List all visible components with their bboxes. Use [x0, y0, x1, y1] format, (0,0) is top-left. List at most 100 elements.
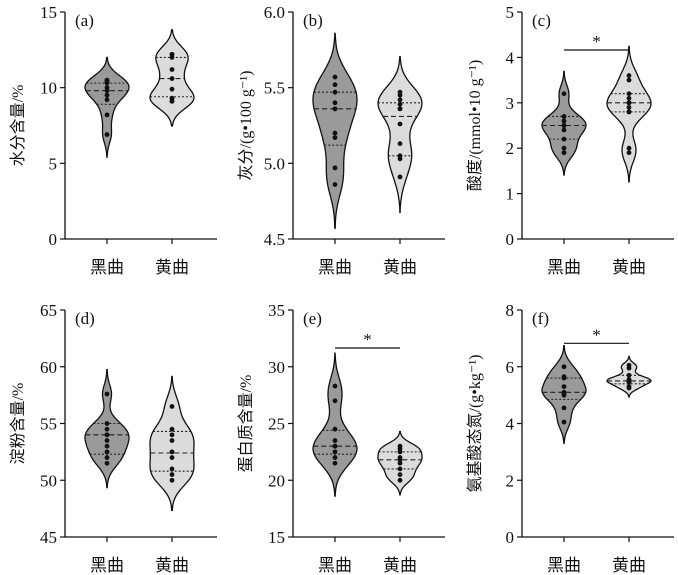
x-tick-label: 黑曲 — [318, 556, 352, 575]
data-point — [104, 92, 110, 98]
data-point — [332, 438, 338, 443]
y-tick-label: 45 — [40, 528, 57, 547]
data-point — [104, 421, 110, 426]
data-point — [332, 82, 338, 88]
y-tick-label: 5.0 — [264, 154, 285, 173]
y-tick-label: 2 — [506, 139, 515, 158]
data-point — [397, 466, 403, 472]
data-point — [397, 121, 403, 127]
y-tick-label: 35 — [268, 301, 285, 320]
data-point — [104, 460, 110, 466]
panel-e: 15 20 25 30 35 黑曲 黄曲 (e) 蛋白质含量/% * — [237, 301, 445, 575]
data-point — [169, 426, 175, 432]
data-point — [561, 375, 567, 381]
x-tick-label: 黄曲 — [383, 556, 417, 575]
x-tick-label: 黄曲 — [155, 258, 189, 277]
y-tick-label: 6.0 — [264, 3, 285, 22]
y-tick-label: 4 — [506, 415, 515, 434]
panel-label: (f) — [532, 309, 549, 328]
data-point — [626, 150, 632, 156]
data-point — [626, 365, 632, 371]
x-tick-label: 黑曲 — [547, 556, 581, 575]
data-point — [561, 150, 567, 156]
y-axis-label: 氨基酸态氮/(g•kg⁻¹) — [466, 355, 484, 493]
data-point — [561, 392, 567, 398]
data-point — [332, 383, 338, 389]
y-tick-label: 4 — [506, 48, 515, 67]
data-point — [169, 98, 175, 104]
violin-1 — [149, 375, 195, 511]
data-point — [397, 141, 403, 147]
data-point — [397, 97, 403, 103]
data-point — [169, 477, 175, 483]
data-point — [397, 92, 403, 98]
data-point — [104, 132, 110, 137]
data-point — [104, 426, 110, 432]
data-point — [626, 73, 632, 78]
panel-label: (d) — [75, 309, 95, 328]
significance-marker: * — [363, 330, 372, 349]
panel-label: (e) — [303, 309, 322, 328]
y-tick-label: 30 — [268, 358, 285, 377]
data-point — [561, 118, 567, 124]
data-point — [626, 77, 632, 83]
data-point — [104, 80, 110, 86]
data-point — [561, 384, 567, 390]
data-point — [332, 455, 338, 460]
panel-label: (c) — [532, 11, 551, 30]
y-axis-label: 灰分/(g•100 g⁻¹) — [237, 71, 255, 181]
panel-f: 0 2 4 6 8 黑曲 黄曲 (f) 氨基酸态氮/(g•kg⁻¹) * — [466, 301, 674, 575]
data-point — [332, 130, 338, 136]
data-point — [561, 127, 567, 133]
y-axis-label: 酸度/(mmol•10 g⁻¹) — [466, 60, 484, 191]
y-tick-label: 5 — [49, 154, 58, 173]
data-point — [397, 446, 403, 451]
y-tick-label: 20 — [268, 471, 285, 490]
significance-marker: * — [592, 325, 601, 344]
data-point — [169, 404, 175, 409]
data-point — [332, 460, 338, 466]
data-point — [397, 457, 403, 463]
x-tick-label: 黑曲 — [90, 258, 124, 277]
data-point — [626, 100, 632, 106]
data-point — [561, 364, 567, 370]
x-tick-label: 黄曲 — [155, 556, 189, 575]
y-tick-label: 15 — [268, 528, 285, 547]
y-tick-label: 10 — [40, 79, 57, 98]
data-point — [332, 135, 338, 141]
y-axis-label: 蛋白质含量/% — [237, 375, 255, 473]
y-tick-label: 0 — [506, 230, 515, 249]
y-tick-label: 60 — [40, 358, 57, 377]
y-tick-label: 5.5 — [264, 79, 285, 98]
y-tick-label: 5 — [506, 3, 515, 22]
data-point — [104, 438, 110, 443]
y-tick-label: 55 — [40, 415, 57, 434]
data-point — [626, 372, 632, 378]
data-point — [561, 419, 567, 425]
data-point — [626, 145, 632, 151]
y-tick-label: 8 — [506, 301, 515, 320]
data-point — [561, 145, 567, 151]
x-tick-label: 黄曲 — [383, 258, 417, 277]
data-point — [626, 91, 632, 97]
data-point — [626, 385, 632, 391]
data-point — [104, 443, 110, 449]
data-point — [169, 55, 175, 60]
y-tick-label: 50 — [40, 471, 57, 490]
panel-c: 0 1 2 3 4 5 黑曲 黄曲 (c) 酸度/(mmol•10 g⁻¹) * — [466, 3, 674, 277]
panel-label: (b) — [303, 11, 323, 30]
data-point — [626, 104, 632, 110]
y-tick-label: 65 — [40, 301, 57, 320]
y-tick-label: 6 — [506, 358, 515, 377]
y-axis-label: 淀粉含量/% — [9, 383, 27, 465]
data-point — [169, 449, 175, 455]
data-point — [332, 100, 338, 106]
data-point — [104, 391, 110, 397]
panel-a: 0 5 10 15 黑曲 黄曲 (a) 水分含量/% — [9, 3, 217, 277]
violin-0 — [312, 352, 358, 497]
data-point — [397, 174, 403, 180]
data-point — [561, 405, 567, 411]
x-tick-label: 黑曲 — [90, 556, 124, 575]
x-tick-label: 黑曲 — [318, 258, 352, 277]
